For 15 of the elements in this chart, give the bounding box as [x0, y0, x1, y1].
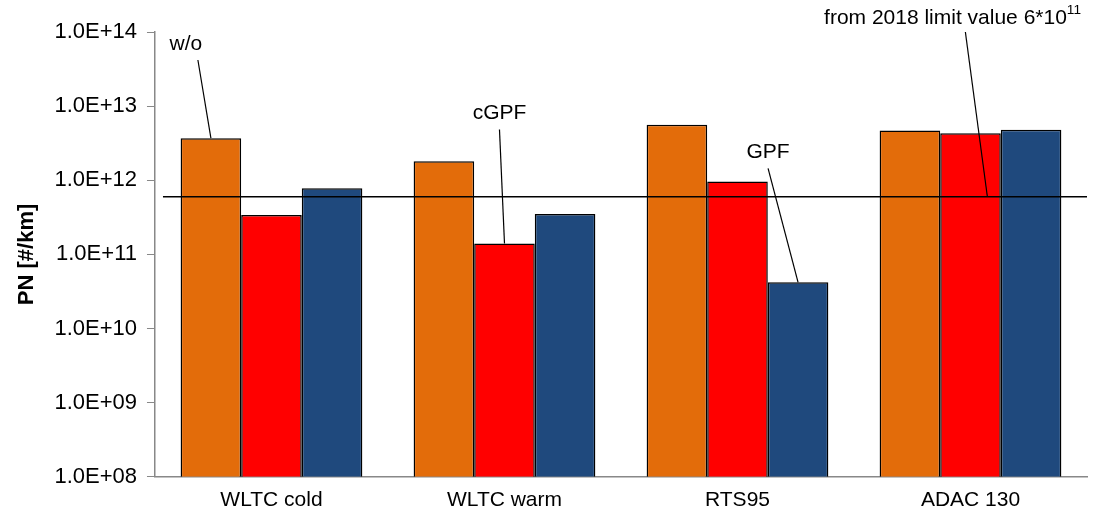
- y-tick-label: 1.0E+11: [56, 240, 137, 266]
- x-tick-label: WLTC warm: [446, 487, 563, 511]
- y-axis-title: PN [#/km]: [13, 203, 39, 306]
- y-tick-label: 1.0E+09: [54, 388, 137, 414]
- x-tick-label: WLTC cold: [220, 487, 323, 511]
- y-tick-label: 1.0E+12: [54, 166, 137, 192]
- y-tick-label: 1.0E+08: [54, 462, 137, 488]
- y-tick-label: 1.0E+14: [54, 18, 137, 44]
- y-tick-label: 1.0E+10: [54, 314, 137, 340]
- text: GPF: [746, 139, 790, 163]
- text: w/o: [168, 30, 203, 54]
- y-tick-label: 1.0E+13: [54, 92, 137, 118]
- text: cGPF: [472, 100, 527, 124]
- x-tick-label: RTS95: [705, 487, 770, 511]
- x-tick-label: ADAC 130: [920, 487, 1021, 511]
